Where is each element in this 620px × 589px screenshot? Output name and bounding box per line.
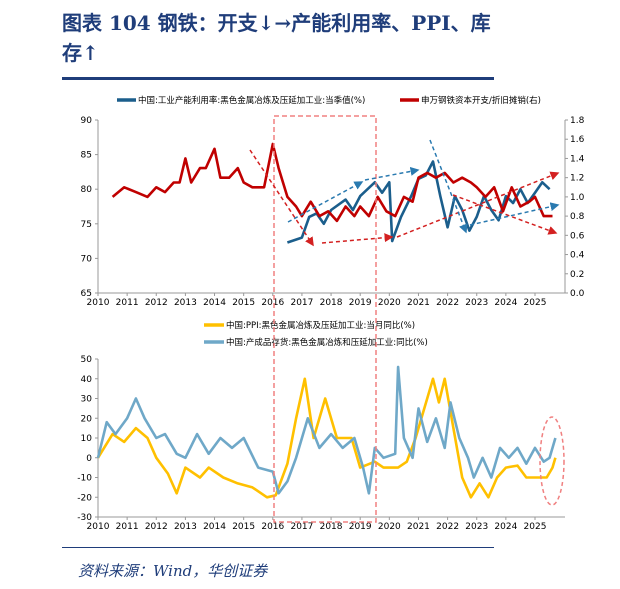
x-tick-label: 2020	[378, 522, 401, 532]
x-tick-label: 2016	[261, 522, 284, 532]
y-tick-label: 30	[81, 395, 93, 405]
y-right-tick-label: 1.4	[570, 154, 585, 164]
legend-label-util: 中国:工业产能利用率:黑色金属冶炼及压延加工业:当季值(%)	[138, 95, 365, 106]
x-tick-label: 2014	[203, 298, 226, 308]
y-tick-label: 85	[81, 151, 92, 161]
y-tick-label: 75	[81, 220, 92, 230]
x-tick-label: 2012	[145, 298, 168, 308]
source-note: 资料来源：Wind，华创证券	[78, 562, 268, 580]
x-tick-label: 2021	[407, 298, 430, 308]
x-tick-label: 2021	[407, 522, 430, 532]
y-right-tick-label: 1.0	[570, 193, 585, 203]
trend-arrow	[249, 149, 314, 247]
y-tick-label: 20	[81, 414, 93, 424]
x-tick-label: 2015	[232, 298, 255, 308]
y-tick-label: 80	[81, 185, 93, 195]
trend-arrow	[321, 233, 394, 244]
x-tick-label: 2023	[465, 298, 488, 308]
x-tick-label: 2019	[349, 522, 372, 532]
y-right-tick-label: 0.6	[570, 231, 585, 241]
x-tick-label: 2010	[87, 298, 110, 308]
y-tick-label: -10	[77, 474, 92, 484]
figure-title: 图表 104 钢铁：开支↓→产能利用率、PPI、库 存↑	[62, 11, 491, 65]
x-tick-label: 2024	[494, 522, 517, 532]
y-right-tick-label: 0.4	[570, 251, 585, 261]
series-line-0	[96, 377, 557, 499]
legend-label-inv: 中国:产成品存货:黑色金属冶炼和压延加工业:同比(%)	[226, 337, 428, 348]
x-tick-label: 2019	[349, 298, 372, 308]
x-tick-label: 2011	[116, 522, 139, 532]
y-tick-label: -20	[77, 493, 92, 503]
x-tick-label: 2018	[320, 522, 343, 532]
x-tick-label: 2018	[320, 298, 343, 308]
y-right-tick-label: 1.8	[570, 116, 585, 126]
trend-arrow	[364, 166, 420, 181]
y-right-tick-label: 0.8	[570, 212, 585, 222]
x-tick-label: 2017	[290, 522, 313, 532]
x-tick-label: 2017	[290, 298, 313, 308]
series-line-1	[96, 365, 557, 495]
x-tick-label: 2022	[436, 298, 459, 308]
y-tick-label: 0	[86, 454, 92, 464]
y-tick-label: -30	[77, 513, 92, 523]
legend-label-ppi: 中国:PPI:黑色金属冶炼及压延加工业:当月同比(%)	[226, 320, 415, 331]
x-tick-label: 2020	[378, 298, 401, 308]
x-tick-label: 2013	[174, 298, 197, 308]
x-tick-label: 2014	[203, 522, 226, 532]
x-tick-label: 2023	[465, 522, 488, 532]
y-right-tick-label: 1.2	[570, 174, 584, 184]
x-tick-label: 2011	[116, 298, 139, 308]
y-right-tick-label: 0.0	[570, 289, 585, 299]
x-tick-label: 2013	[174, 522, 197, 532]
y-tick-label: 70	[81, 254, 93, 264]
y-tick-label: 10	[81, 434, 93, 444]
x-tick-label: 2022	[436, 522, 459, 532]
y-tick-label: 90	[81, 116, 93, 126]
trend-arrow	[469, 202, 560, 226]
y-tick-label: 50	[81, 355, 93, 365]
series-line-0	[286, 160, 551, 244]
series-line-1	[111, 142, 553, 223]
x-tick-label: 2012	[145, 522, 168, 532]
trend-arrow	[287, 181, 364, 223]
trend-arrow	[429, 139, 468, 234]
highlight-box	[273, 115, 377, 523]
y-right-tick-label: 0.2	[570, 270, 584, 280]
highlight-ellipse	[539, 416, 565, 506]
y-tick-label: 40	[81, 375, 93, 385]
x-tick-label: 2016	[261, 298, 284, 308]
y-tick-label: 65	[81, 289, 92, 299]
x-tick-label: 2024	[494, 298, 517, 308]
source-rule	[62, 547, 494, 548]
trend-arrow	[452, 194, 558, 235]
legend-label-capex: 申万钢铁资本开支/折旧摊销(右)	[421, 95, 541, 106]
trend-arrow	[396, 171, 560, 238]
title-rule	[62, 77, 494, 80]
y-right-tick-label: 1.6	[570, 135, 585, 145]
x-tick-label: 2010	[87, 522, 110, 532]
x-tick-label: 2015	[232, 522, 255, 532]
x-tick-label: 2025	[524, 298, 547, 308]
x-tick-label: 2025	[524, 522, 547, 532]
